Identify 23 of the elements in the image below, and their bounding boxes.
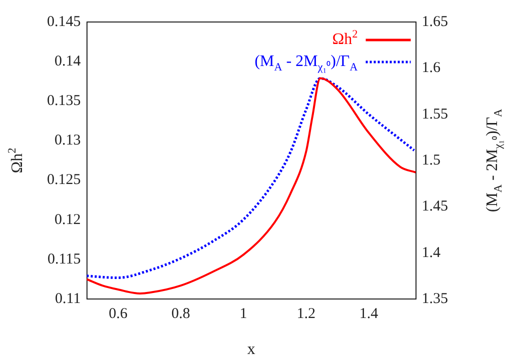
y2-tick-label: 1.55: [422, 106, 448, 122]
y-tick-label: 0.125: [47, 172, 81, 188]
y-tick-label: 0.14: [54, 54, 82, 70]
y2-tick-label: 1.4: [422, 244, 441, 261]
y-tick-label: 0.12: [54, 212, 81, 228]
x-tick-label: 1.4: [359, 306, 379, 322]
x-tick-label: 1: [240, 306, 248, 322]
y2-tick-label: 1.45: [422, 198, 448, 215]
y2-tick-label: 1.6: [422, 60, 441, 76]
x-axis-title: x: [247, 341, 256, 358]
y-tick-label: 0.115: [48, 251, 81, 268]
y-tick-label: 0.135: [47, 93, 81, 110]
y2-tick-label: 1.35: [422, 290, 448, 307]
y2-tick-label: 1.65: [422, 14, 448, 30]
x-tick-label: 1.2: [296, 306, 316, 322]
x-tick-label: 0.8: [171, 306, 190, 322]
y-tick-label: 0.11: [55, 290, 81, 307]
y-axis-title: Ωh2: [6, 148, 26, 174]
y2-tick-label: 1.5: [422, 152, 440, 168]
y-tick-label: 0.13: [54, 132, 81, 149]
x-tick-label: 0.6: [108, 306, 128, 322]
y-tick-label: 0.145: [47, 14, 81, 30]
y2-axis-title: (MA - 2Mχ₁⁰)/ΓA: [484, 108, 505, 212]
